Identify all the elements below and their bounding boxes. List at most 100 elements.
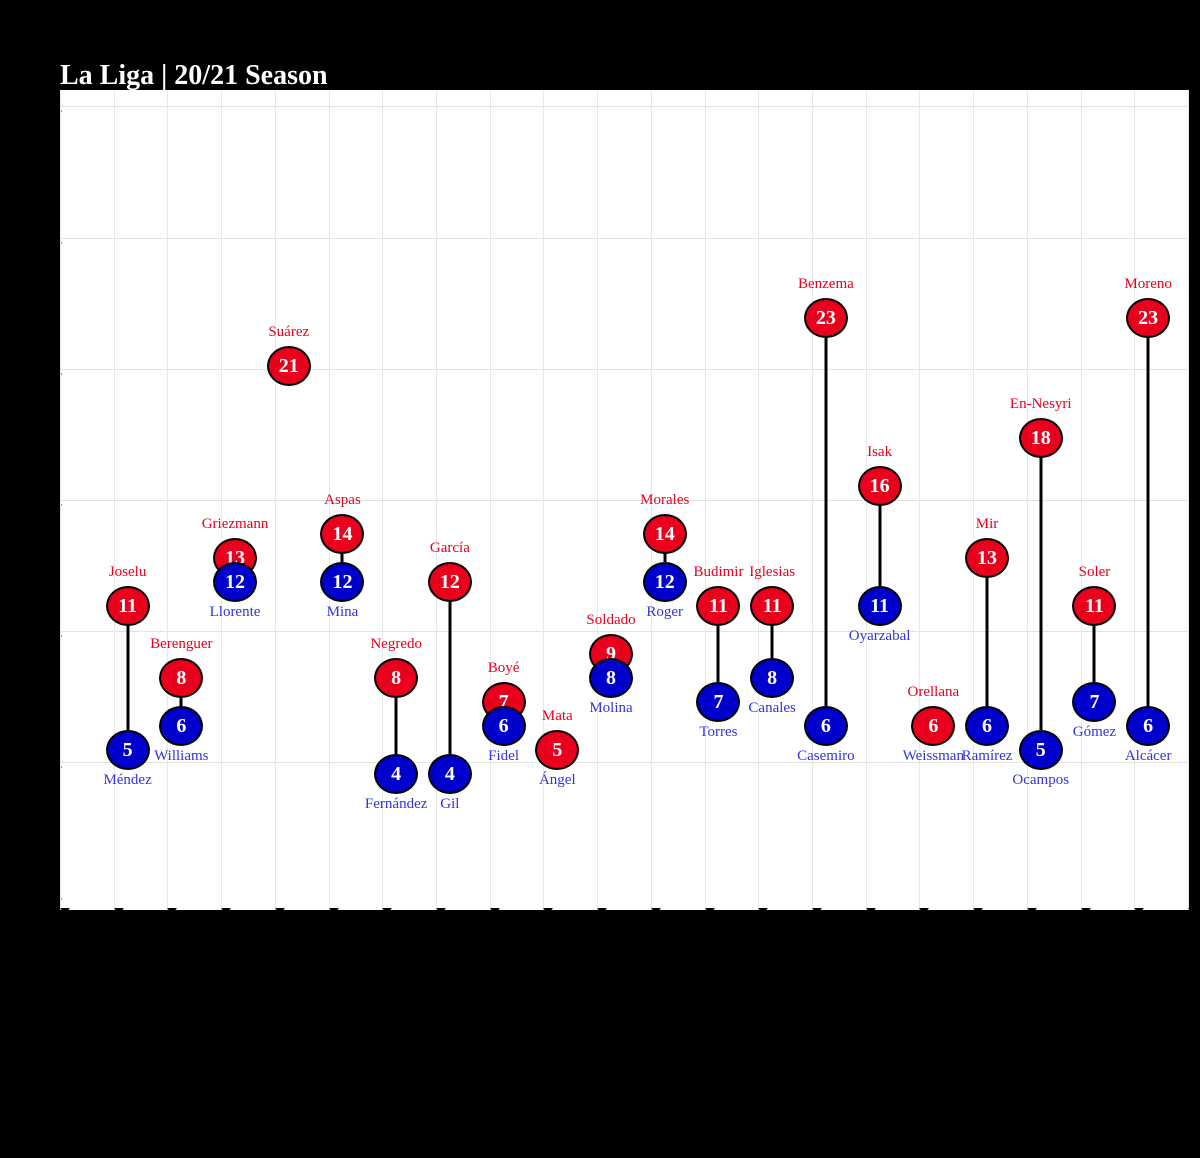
connector-line xyxy=(1039,438,1042,730)
player-label-bottom-torres: Torres xyxy=(699,724,737,741)
player-label-top-iglesias: Iglesias xyxy=(749,564,795,581)
connector-line xyxy=(448,582,451,754)
lollipop-marker-bottom-llorente[interactable]: 12 xyxy=(213,562,257,602)
y-axis-tick xyxy=(56,500,62,510)
player-label-bottom-llorente: Llorente xyxy=(210,604,261,621)
player-pair-9: 9 Soldado 8 Molina xyxy=(581,90,641,910)
player-label-top-berenguer: Berenguer xyxy=(150,636,212,653)
player-label-bottom-canales: Canales xyxy=(748,700,795,717)
lollipop-marker-bottom-casemiro[interactable]: 6 xyxy=(804,706,848,746)
player-label-bottom-ramírez: Ramírez xyxy=(962,748,1013,765)
lollipop-marker-top-iglesias[interactable]: 11 xyxy=(750,586,794,626)
lollipop-marker-bottom-alcácer[interactable]: 6 xyxy=(1126,706,1170,746)
player-pair-10: 14 Morales 12 Roger xyxy=(635,90,695,910)
lollipop-marker-top-negredo[interactable]: 8 xyxy=(374,658,418,698)
player-pair-15: 6 Orellana Weissman xyxy=(903,90,963,910)
player-label-top-mir: Mir xyxy=(976,516,999,533)
lollipop-marker-bottom-gómez[interactable]: 7 xyxy=(1072,682,1116,722)
lollipop-marker-bottom-fidel[interactable]: 6 xyxy=(482,706,526,746)
player-label-bottom-fidel: Fidel xyxy=(488,748,519,765)
player-pair-11: 11 Budimir 7 Torres xyxy=(688,90,748,910)
player-label-top-benzema: Benzema xyxy=(798,276,854,293)
player-pair-7: 7 Boyé 6 Fidel xyxy=(474,90,534,910)
player-label-bottom-fernández: Fernández xyxy=(365,796,427,813)
lollipop-marker-top-joselu[interactable]: 11 xyxy=(106,586,150,626)
connector-line xyxy=(1147,318,1150,706)
lollipop-marker-top-suárez[interactable]: 21 xyxy=(267,346,311,386)
player-label-bottom-casemiro: Casemiro xyxy=(797,748,855,765)
player-pair-8: 5 Mata Ángel xyxy=(527,90,587,910)
player-label-top-moreno: Moreno xyxy=(1124,276,1172,293)
player-label-bottom-gil: Gil xyxy=(440,796,459,813)
gridline-vertical xyxy=(60,90,61,910)
lollipop-marker-top-morales[interactable]: 14 xyxy=(643,514,687,554)
plot-area: 11 Joselu 5 Méndez 8 Berenguer 6 Williams 13 Grie… xyxy=(60,90,1188,910)
player-label-top-budimir: Budimir xyxy=(693,564,743,581)
y-axis-tick xyxy=(56,762,62,772)
lollipop-marker-top-en-nesyri[interactable]: 18 xyxy=(1019,418,1063,458)
player-pair-1: 8 Berenguer 6 Williams xyxy=(151,90,211,910)
lollipop-marker-bottom-oyarzabal[interactable]: 11 xyxy=(858,586,902,626)
player-label-bottom-gómez: Gómez xyxy=(1073,724,1116,741)
lollipop-marker-bottom-mina[interactable]: 12 xyxy=(320,562,364,602)
lollipop-marker-top-moreno[interactable]: 23 xyxy=(1126,298,1170,338)
lollipop-marker-bottom-roger[interactable]: 12 xyxy=(643,562,687,602)
lollipop-marker-top-benzema[interactable]: 23 xyxy=(804,298,848,338)
player-label-bottom-weissman: Weissman xyxy=(903,748,964,765)
player-pair-16: 13 Mir 6 Ramírez xyxy=(957,90,1017,910)
player-label-top-negredo: Negredo xyxy=(370,636,422,653)
lollipop-marker-top-berenguer[interactable]: 8 xyxy=(159,658,203,698)
lollipop-marker-bottom-williams[interactable]: 6 xyxy=(159,706,203,746)
gridline-vertical xyxy=(1188,90,1189,910)
y-axis-tick xyxy=(56,369,62,379)
connector-line xyxy=(824,318,827,706)
lollipop-marker-bottom-ocampos[interactable]: 5 xyxy=(1019,730,1063,770)
lollipop-marker-bottom-torres[interactable]: 7 xyxy=(696,682,740,722)
lollipop-marker-top-isak[interactable]: 16 xyxy=(858,466,902,506)
player-label-bottom-ocampos: Ocampos xyxy=(1012,772,1069,789)
y-axis-tick xyxy=(56,106,62,116)
lollipop-marker-bottom-fernández[interactable]: 4 xyxy=(374,754,418,794)
x-axis-tick xyxy=(1188,908,1198,914)
player-pair-5: 8 Negredo 4 Fernández xyxy=(366,90,426,910)
lollipop-marker-top-budimir[interactable]: 11 xyxy=(696,586,740,626)
lollipop-marker-top-garcía[interactable]: 12 xyxy=(428,562,472,602)
connector-line xyxy=(986,558,989,706)
player-pair-4: 14 Aspas 12 Mina xyxy=(312,90,372,910)
player-label-bottom-oyarzabal: Oyarzabal xyxy=(849,628,911,645)
player-pair-18: 11 Soler 7 Gómez xyxy=(1064,90,1124,910)
player-pair-0: 11 Joselu 5 Méndez xyxy=(98,90,158,910)
player-label-bottom-roger: Roger xyxy=(646,604,683,621)
lollipop-marker-bottom-gil[interactable]: 4 xyxy=(428,754,472,794)
lollipop-marker-top-mata[interactable]: 5 xyxy=(535,730,579,770)
player-label-top-orellana: Orellana xyxy=(907,684,959,701)
lollipop-marker-bottom-ramírez[interactable]: 6 xyxy=(965,706,1009,746)
player-pair-2: 13 Griezmann 12 Llorente xyxy=(205,90,265,910)
player-label-bottom-mina: Mina xyxy=(327,604,359,621)
player-label-bottom-williams: Williams xyxy=(154,748,208,765)
player-label-bottom-ángel: Ángel xyxy=(539,772,576,789)
player-pair-13: 23 Benzema 6 Casemiro xyxy=(796,90,856,910)
player-pair-6: 12 García 4 Gil xyxy=(420,90,480,910)
player-label-top-mata: Mata xyxy=(542,708,573,725)
player-label-top-boyé: Boyé xyxy=(488,660,520,677)
lollipop-marker-bottom-molina[interactable]: 8 xyxy=(589,658,633,698)
chart-title: La Liga | 20/21 Season xyxy=(60,60,328,92)
player-pair-17: 18 En-Nesyri 5 Ocampos xyxy=(1011,90,1071,910)
lollipop-marker-top-mir[interactable]: 13 xyxy=(965,538,1009,578)
player-label-top-soldado: Soldado xyxy=(586,612,635,629)
player-pair-12: 11 Iglesias 8 Canales xyxy=(742,90,802,910)
lollipop-marker-top-orellana[interactable]: 6 xyxy=(911,706,955,746)
player-label-top-en-nesyri: En-Nesyri xyxy=(1010,396,1072,413)
player-pair-3: 21 Suárez xyxy=(259,90,319,910)
player-label-top-aspas: Aspas xyxy=(324,492,361,509)
lollipop-marker-bottom-canales[interactable]: 8 xyxy=(750,658,794,698)
lollipop-marker-top-aspas[interactable]: 14 xyxy=(320,514,364,554)
lollipop-marker-top-soler[interactable]: 11 xyxy=(1072,586,1116,626)
player-label-bottom-molina: Molina xyxy=(589,700,632,717)
y-axis-tick xyxy=(56,894,62,904)
player-label-top-morales: Morales xyxy=(640,492,689,509)
player-label-top-suárez: Suárez xyxy=(268,324,309,341)
y-axis-tick xyxy=(56,238,62,248)
lollipop-marker-bottom-méndez[interactable]: 5 xyxy=(106,730,150,770)
